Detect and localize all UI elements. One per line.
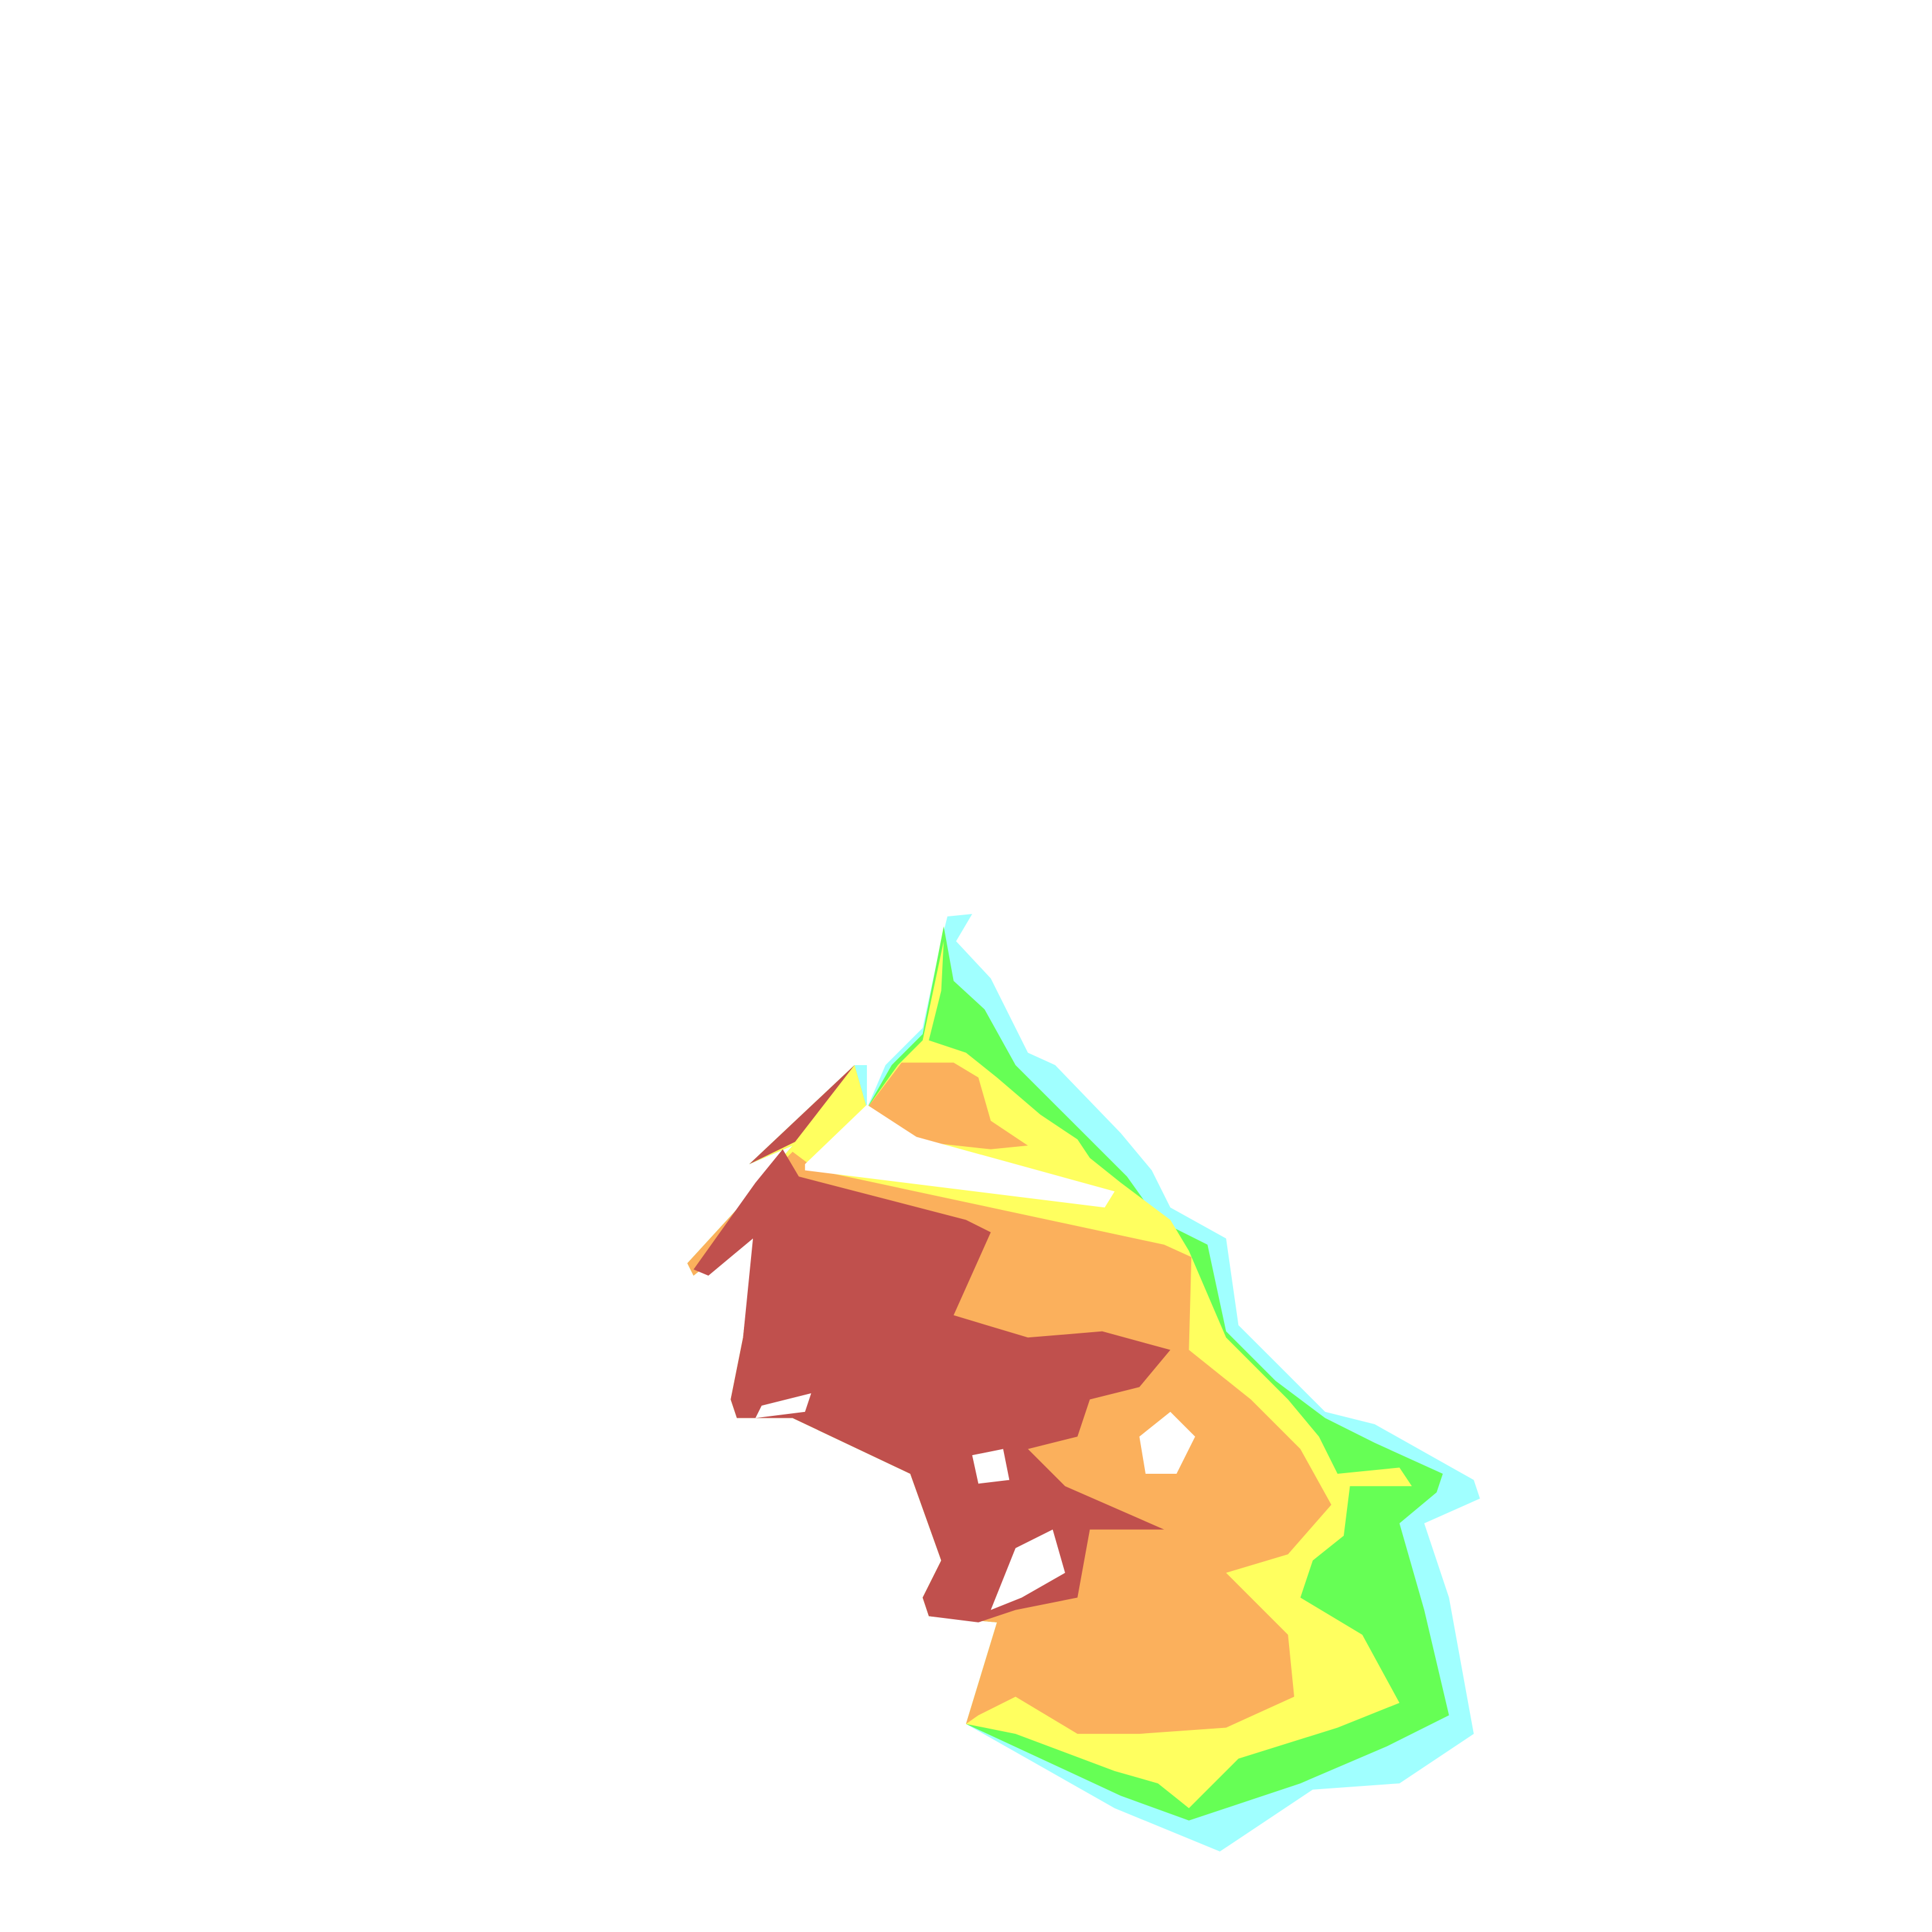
zone-1-area-main [693, 1149, 1171, 1622]
zone-1-red [693, 1064, 1171, 1622]
channel-gap [804, 1104, 1115, 1208]
hole [990, 1529, 1065, 1610]
hole [1139, 1411, 1196, 1474]
hole [755, 1393, 812, 1418]
hole [972, 1449, 1010, 1484]
zone-1-area-sliver [749, 1064, 855, 1164]
no-data-holes [755, 1104, 1196, 1610]
zone-2-area-north [867, 1063, 1028, 1149]
